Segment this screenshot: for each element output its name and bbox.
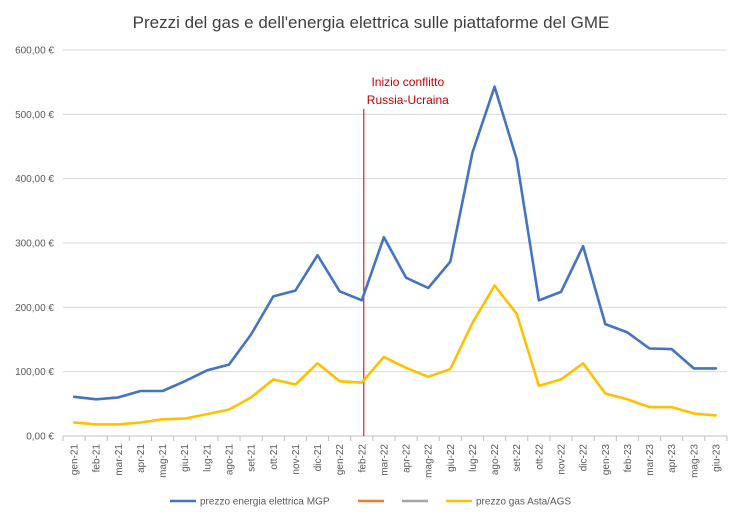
y-tick-label: 600,00 € [15, 46, 54, 57]
y-axis-ticks: 0,00 € 100,00 € 200,00 € 300,00 € 400,00 € 50… [15, 46, 54, 443]
x-tick-label: nov-21 [291, 444, 302, 475]
x-tick-label: ago-22 [490, 444, 501, 476]
annotation-group: Inizio conflitto Russia-Ucraina [363, 75, 449, 436]
x-tick-label: dic-22 [579, 444, 590, 472]
y-tick-label: 500,00 € [15, 110, 54, 121]
x-tick-label: mar-21 [114, 444, 125, 476]
legend-label: prezzo energia elettrica MGP [200, 497, 330, 508]
x-tick-label: ott-22 [534, 444, 545, 470]
x-tick-label: mag-22 [424, 444, 435, 478]
annotation-text-line-2: Russia-Ucraina [367, 93, 449, 107]
x-tick-label: apr-21 [136, 444, 147, 473]
y-tick-label: 400,00 € [15, 174, 54, 185]
annotation-text-line-1: Inizio conflitto [371, 75, 444, 89]
x-tick-label: giu-23 [711, 444, 722, 472]
x-tick-label: gen-22 [335, 444, 346, 476]
x-tick-label: lug-21 [202, 444, 213, 472]
x-tick-label: ago-21 [225, 444, 236, 476]
chart-title: Prezzi del gas e dell'energia elettrica … [133, 13, 610, 32]
x-tick-label: mar-22 [379, 444, 390, 476]
x-tick-label: apr-22 [402, 444, 413, 473]
series-line-1 [72, 284, 718, 426]
x-tick-label: feb-23 [623, 444, 634, 473]
x-tick-label: nov-22 [557, 444, 568, 475]
legend: prezzo energia elettrica MGP prezzo gas A… [170, 497, 571, 508]
x-tick-label: giu-21 [180, 444, 191, 472]
x-tick-label: ott-21 [269, 444, 280, 470]
y-tick-label: 300,00 € [15, 239, 54, 250]
y-tick-label: 0,00 € [26, 432, 54, 443]
x-tick-label: mag-21 [158, 444, 169, 478]
x-tick-label: giu-22 [446, 444, 457, 472]
x-tick-label: lug-22 [468, 444, 479, 472]
series-group [72, 85, 718, 426]
x-tick-label: set-22 [512, 444, 523, 472]
x-tick-label: apr-23 [667, 444, 678, 473]
legend-label: prezzo gas Asta/AGS [476, 497, 571, 508]
x-tick-label: gen-23 [601, 444, 612, 476]
series-line-0 [72, 85, 718, 401]
x-axis-ticks: gen-21 feb-21 mar-21 apr-21 mag-21 giu-21 lug-… [62, 436, 728, 478]
x-tick-label: set-21 [247, 444, 258, 472]
y-tick-label: 100,00 € [15, 367, 54, 378]
y-tick-label: 200,00 € [15, 303, 54, 314]
x-tick-label: gen-21 [70, 444, 81, 476]
x-tick-label: feb-22 [357, 444, 368, 473]
x-tick-label: dic-21 [313, 444, 324, 472]
x-tick-label: feb-21 [92, 444, 103, 473]
x-tick-label: mar-23 [645, 444, 656, 476]
x-tick-label: mag-23 [689, 444, 700, 478]
